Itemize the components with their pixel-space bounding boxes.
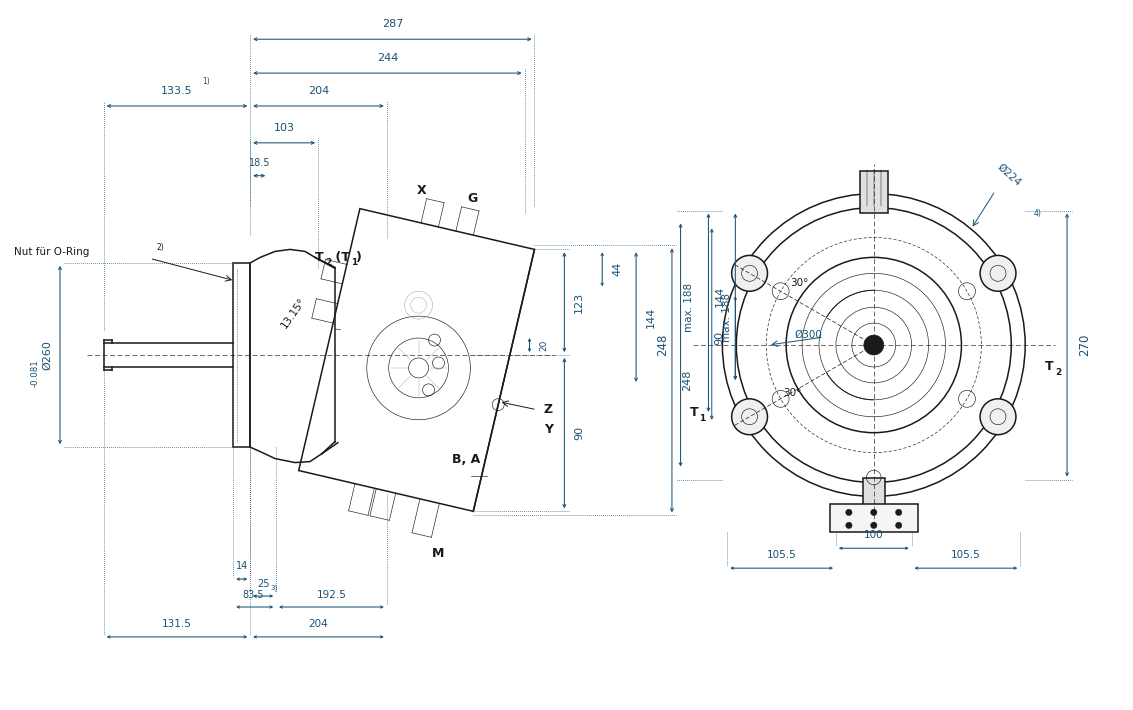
Text: 144: 144 <box>646 307 656 328</box>
Bar <box>860 170 888 212</box>
Circle shape <box>980 399 1016 435</box>
Text: 105.5: 105.5 <box>767 550 796 560</box>
Circle shape <box>895 522 902 528</box>
Circle shape <box>845 509 852 515</box>
Text: 103: 103 <box>273 123 295 133</box>
Text: 1: 1 <box>351 258 357 267</box>
Text: X: X <box>417 184 426 197</box>
Circle shape <box>732 256 767 291</box>
Text: 20: 20 <box>539 339 548 351</box>
Text: Ø224: Ø224 <box>995 161 1023 187</box>
Text: 144: 144 <box>715 286 724 307</box>
Text: T: T <box>315 251 324 264</box>
Circle shape <box>870 522 877 528</box>
Text: 244: 244 <box>376 53 398 63</box>
Text: Nut für O-Ring: Nut für O-Ring <box>15 247 90 258</box>
Text: 90: 90 <box>574 426 585 440</box>
Text: 248: 248 <box>682 370 692 391</box>
Text: 90: 90 <box>715 331 724 345</box>
Text: 44: 44 <box>612 262 622 276</box>
Text: 1: 1 <box>699 414 706 423</box>
Text: 131.5: 131.5 <box>162 619 191 629</box>
Bar <box>830 504 918 532</box>
Text: T: T <box>690 406 698 420</box>
Text: G: G <box>468 192 478 204</box>
Text: M: M <box>432 547 444 560</box>
Bar <box>233 263 250 447</box>
Text: max. 188: max. 188 <box>684 283 695 332</box>
Text: 30°: 30° <box>790 278 808 288</box>
Circle shape <box>980 256 1016 291</box>
Text: 123: 123 <box>574 292 585 313</box>
Text: 192.5: 192.5 <box>316 590 347 600</box>
Text: 83.5: 83.5 <box>242 590 264 600</box>
Text: Y: Y <box>544 423 553 436</box>
Text: 18.5: 18.5 <box>248 158 270 168</box>
Text: 4): 4) <box>1033 209 1041 217</box>
Text: 133.5: 133.5 <box>161 86 193 96</box>
Text: B, A: B, A <box>452 453 480 466</box>
Bar <box>863 478 885 506</box>
Text: 30°: 30° <box>783 388 801 398</box>
Text: 204: 204 <box>308 86 329 96</box>
Text: 2): 2) <box>156 244 164 252</box>
Circle shape <box>870 509 877 515</box>
Text: 270: 270 <box>1077 334 1091 356</box>
Text: 25: 25 <box>257 579 270 589</box>
Text: max. 188: max. 188 <box>722 293 732 342</box>
Text: 14: 14 <box>236 561 248 571</box>
Text: 100: 100 <box>864 530 884 540</box>
Text: T: T <box>1045 361 1054 373</box>
Text: Ø260: Ø260 <box>42 340 52 370</box>
Text: -0.081: -0.081 <box>31 359 40 387</box>
Text: 2: 2 <box>1055 368 1062 378</box>
Text: 287: 287 <box>382 19 403 29</box>
Text: (T: (T <box>331 251 350 264</box>
Text: 3): 3) <box>271 584 278 591</box>
Text: Z: Z <box>544 403 553 416</box>
Circle shape <box>863 335 884 355</box>
Circle shape <box>732 399 767 435</box>
Text: ): ) <box>356 251 361 264</box>
Text: Ø300: Ø300 <box>794 330 823 340</box>
Text: 248: 248 <box>657 334 670 356</box>
Text: 105.5: 105.5 <box>951 550 981 560</box>
Text: 204: 204 <box>308 619 329 629</box>
Circle shape <box>895 509 902 515</box>
Text: 13.15°: 13.15° <box>279 296 307 330</box>
Text: 2: 2 <box>325 258 331 267</box>
Text: 1): 1) <box>202 77 210 86</box>
Circle shape <box>845 522 852 528</box>
